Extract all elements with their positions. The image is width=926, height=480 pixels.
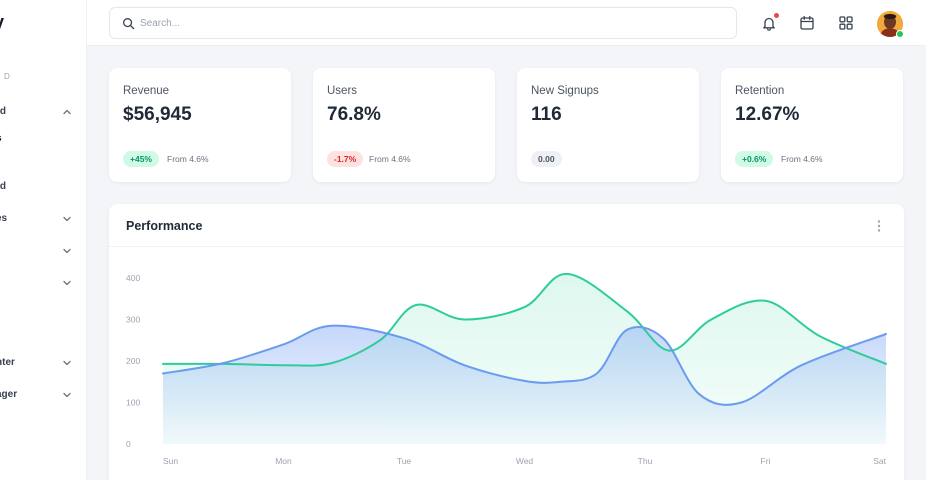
card-comparison: From 4.6% xyxy=(369,154,411,164)
bell-icon[interactable] xyxy=(760,13,779,32)
card-value: 12.67% xyxy=(735,104,800,125)
card-value: 76.8% xyxy=(327,104,381,125)
card-title: Revenue xyxy=(123,85,170,97)
chevron-up-icon xyxy=(62,107,72,117)
more-vertical-icon[interactable] xyxy=(873,218,885,234)
top-bar xyxy=(87,0,926,46)
trend-badge: -1.7% xyxy=(327,151,364,167)
x-tick-label: Sat xyxy=(873,456,886,466)
chevron-down-icon[interactable] xyxy=(62,246,72,256)
series-line-0 xyxy=(162,272,887,367)
series-line-1 xyxy=(162,324,887,406)
sidebar-item-label: ager xyxy=(0,389,18,400)
sidebar-subitem-active[interactable]: s xyxy=(0,133,2,144)
chevron-down-icon xyxy=(62,390,72,400)
card-comparison: From 4.6% xyxy=(781,154,823,164)
search-box[interactable] xyxy=(109,7,737,39)
x-tick-label: Fri xyxy=(761,456,771,466)
trend-badge: +0.6% xyxy=(735,151,774,167)
performance-panel: Performance 0 100 200 300 400 Sun Mon Tue Wed Thu… xyxy=(109,204,904,480)
panel-title: Performance xyxy=(126,219,203,233)
stat-card-users: Users 76.8% -1.7% From 4.6% xyxy=(313,68,495,182)
online-status-dot xyxy=(896,30,904,38)
trend-badge: 0.00 xyxy=(531,151,562,167)
x-tick-label: Thu xyxy=(638,456,653,466)
grid-icon[interactable] xyxy=(837,14,855,32)
card-value: $56,945 xyxy=(123,104,192,125)
x-tick-label: Sun xyxy=(163,456,178,466)
stat-card-new-signups: New Signups 116 0.00 xyxy=(517,68,699,182)
sidebar-item-label: rd xyxy=(0,106,6,117)
stat-card-revenue: Revenue $56,945 +45% From 4.6% xyxy=(109,68,291,182)
y-tick-label: 0 xyxy=(126,439,131,449)
sidebar-section-label: R D xyxy=(0,72,11,81)
x-tick-label: Tue xyxy=(397,456,412,466)
chevron-down-icon xyxy=(62,358,72,368)
x-tick-label: Mon xyxy=(275,456,292,466)
chevron-down-icon[interactable] xyxy=(62,278,72,288)
search-icon xyxy=(122,17,135,30)
sidebar: y R D rd s rd es nter ager xyxy=(0,0,87,480)
y-tick-label: 100 xyxy=(126,398,140,408)
app-logo: y xyxy=(0,12,4,33)
calendar-icon[interactable] xyxy=(798,14,816,32)
trend-badge: +45% xyxy=(123,151,159,167)
search-input[interactable] xyxy=(140,13,720,33)
card-value: 116 xyxy=(531,104,562,125)
sidebar-item-label[interactable]: rd xyxy=(0,181,6,192)
y-tick-label: 200 xyxy=(126,356,140,366)
y-tick-label: 300 xyxy=(126,315,140,325)
chevron-down-icon xyxy=(62,214,72,224)
sidebar-item-label: nter xyxy=(0,357,15,368)
notification-dot xyxy=(774,13,779,18)
stat-card-retention: Retention 12.67% +0.6% From 4.6% xyxy=(721,68,903,182)
series-area-1 xyxy=(163,325,886,444)
card-title: New Signups xyxy=(531,85,599,97)
y-tick-label: 400 xyxy=(126,273,140,283)
card-comparison: From 4.6% xyxy=(167,154,209,164)
sidebar-item-label: es xyxy=(0,213,8,224)
performance-chart: 0 100 200 300 400 Sun Mon Tue Wed Thu Fri Sat xyxy=(126,272,887,466)
card-title: Retention xyxy=(735,85,785,97)
panel-divider xyxy=(109,246,904,247)
x-tick-label: Wed xyxy=(516,456,534,466)
card-title: Users xyxy=(327,85,358,97)
